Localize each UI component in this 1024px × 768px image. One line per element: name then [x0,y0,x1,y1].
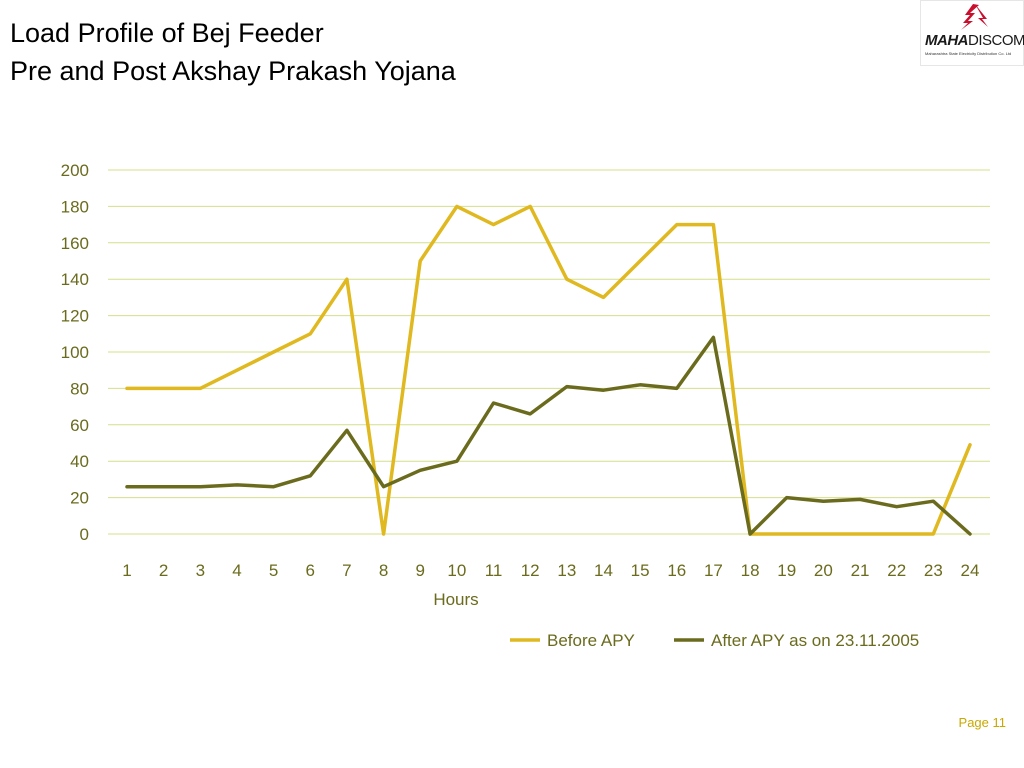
x-tick-label: 13 [557,561,576,580]
x-tick-label: 4 [232,561,241,580]
x-tick-label: 21 [851,561,870,580]
series-line-2 [127,337,970,534]
y-tick-label: 100 [61,343,89,362]
x-tick-label: 22 [887,561,906,580]
x-tick-label: 20 [814,561,833,580]
x-tick-label: 17 [704,561,723,580]
y-tick-label: 40 [70,452,89,471]
x-tick-label: 5 [269,561,278,580]
y-tick-label: 160 [61,234,89,253]
x-tick-label: 2 [159,561,168,580]
x-tick-label: 16 [667,561,686,580]
x-axis-title: Hours [433,590,478,609]
x-tick-label: 8 [379,561,388,580]
x-tick-label: 19 [777,561,796,580]
x-tick-label: 15 [631,561,650,580]
x-tick-label: 11 [485,561,503,580]
x-tick-label: 23 [924,561,943,580]
x-tick-label: 7 [342,561,351,580]
y-tick-label: 60 [70,416,89,435]
y-tick-label: 200 [61,161,89,180]
y-tick-label: 80 [70,379,89,398]
y-tick-label: 20 [70,489,89,508]
x-tick-label: 24 [961,561,980,580]
y-tick-label: 0 [80,525,89,544]
legend-label-1: Before APY [547,631,635,650]
legend-label-2: After APY as on 23.11.2005 [711,631,919,650]
x-tick-label: 6 [306,561,315,580]
page-number: Page 11 [959,715,1006,730]
x-tick-label: 18 [741,561,760,580]
y-tick-label: 180 [61,197,89,216]
x-tick-label: 1 [122,561,131,580]
x-tick-label: 9 [415,561,424,580]
x-tick-label: 14 [594,561,613,580]
y-tick-label: 140 [61,270,89,289]
y-tick-label: 120 [61,307,89,326]
x-tick-label: 12 [521,561,540,580]
x-tick-label: 3 [196,561,205,580]
x-tick-label: 10 [447,561,466,580]
